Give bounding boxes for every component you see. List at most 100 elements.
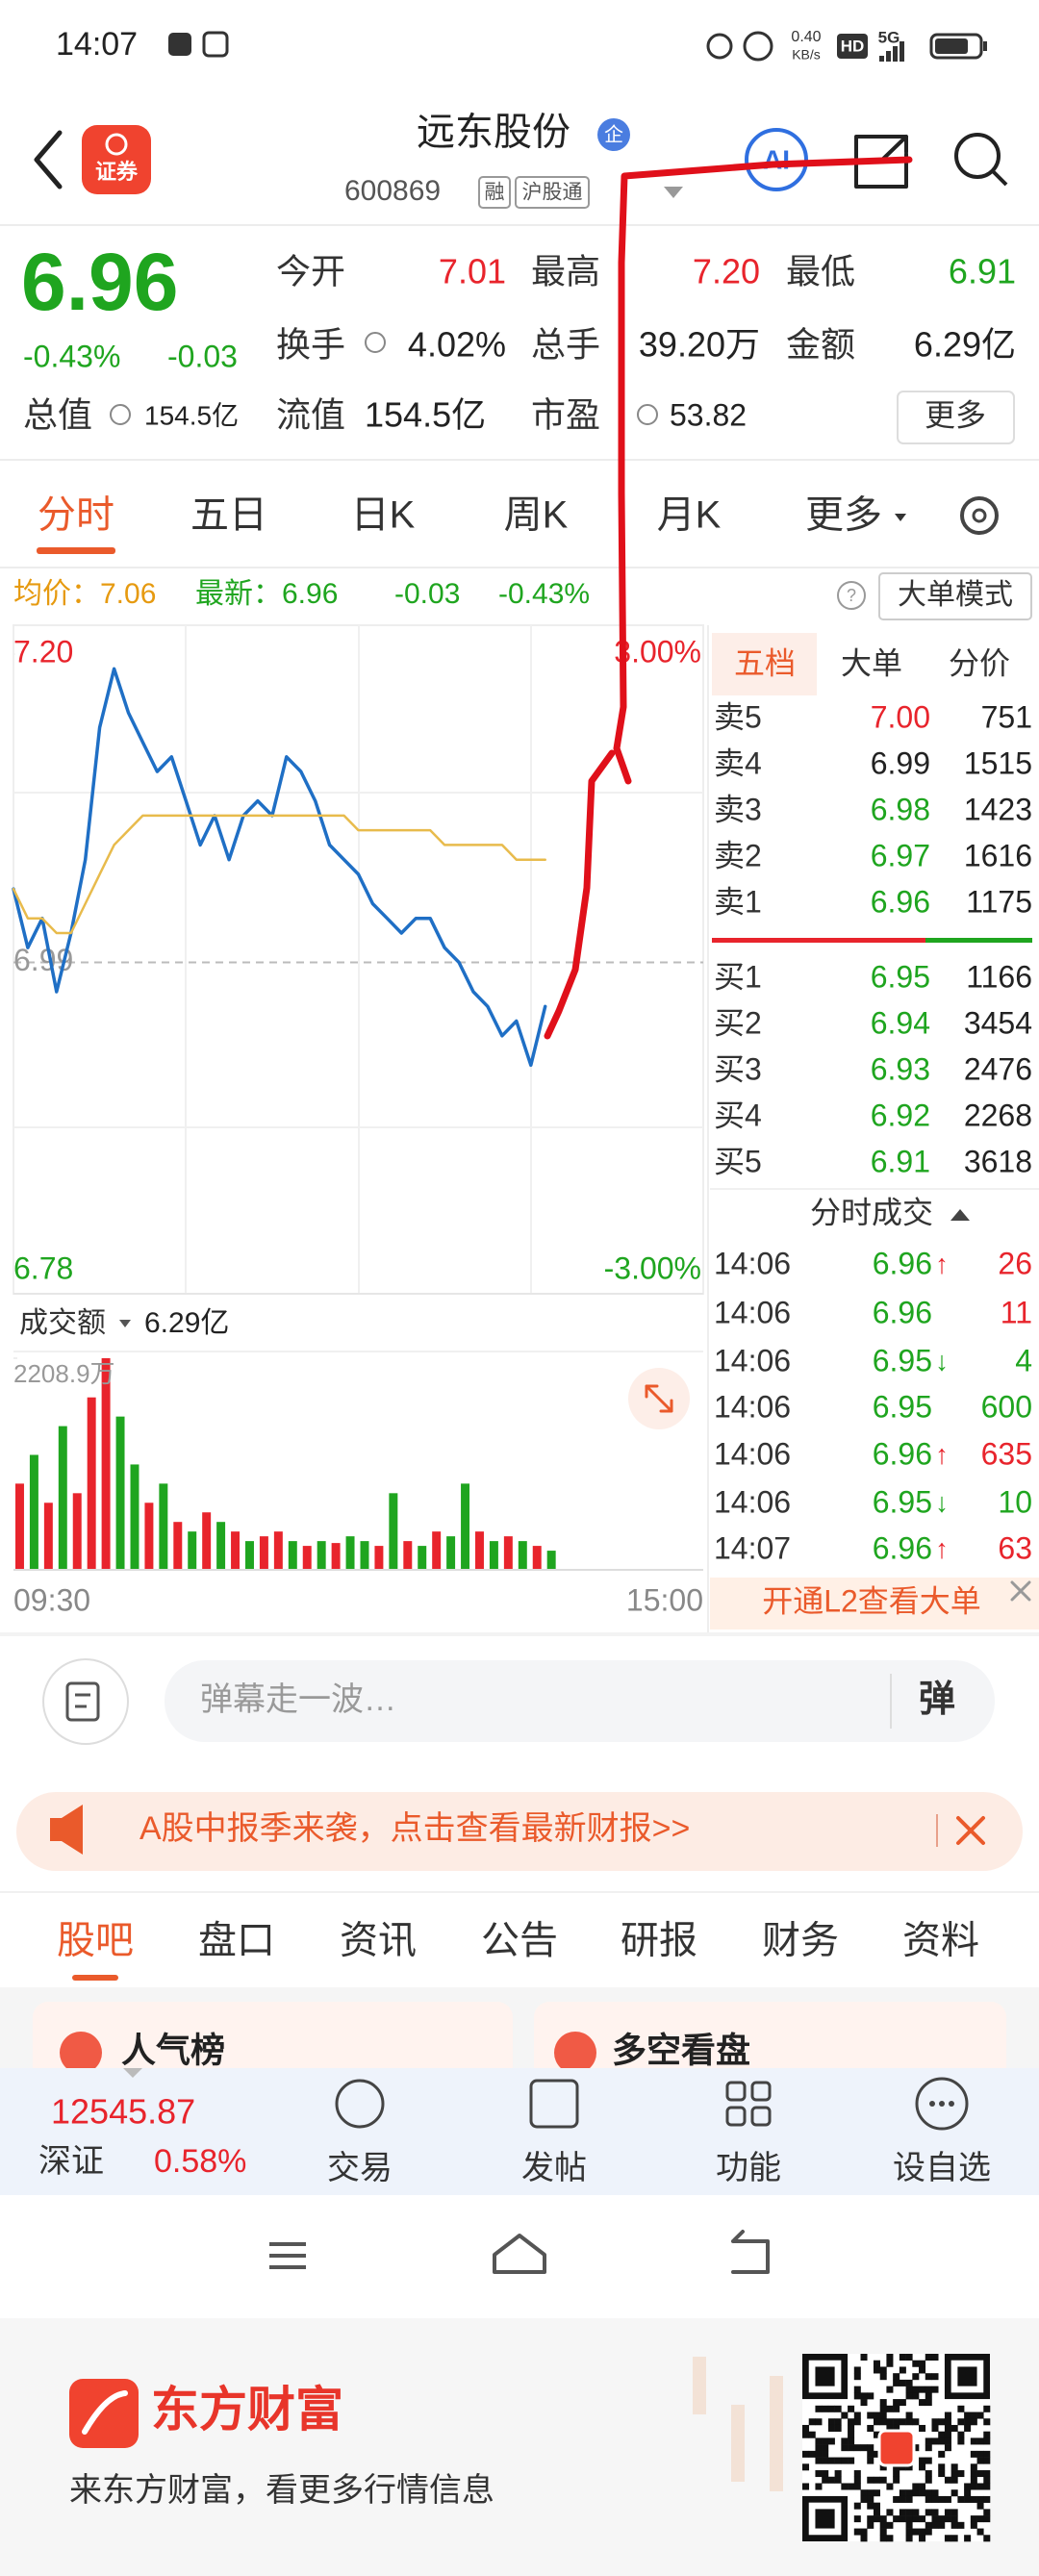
book-price: 6.95 [871, 959, 930, 994]
y2-tick-label: -3.00% [604, 1250, 701, 1285]
signal-bar [879, 56, 884, 62]
section-tab[interactable]: 资料 [902, 1920, 979, 1962]
search-handle [991, 169, 1008, 187]
tab[interactable]: 周K [504, 494, 569, 537]
logo-text: 证券 [95, 160, 139, 184]
nav-item[interactable]: 交易 [327, 2150, 393, 2186]
qr-module [944, 2515, 951, 2523]
trade-direction: ↓ [935, 1346, 949, 1376]
qr-module [905, 2379, 913, 2387]
book-price: 6.98 [871, 792, 930, 826]
section-tab[interactable]: 财务 [762, 1920, 839, 1962]
settings-button[interactable] [960, 496, 999, 535]
stat-value: 39.20万 [639, 325, 760, 365]
nav-item[interactable]: 发帖 [521, 2150, 587, 2186]
orderbook-tab[interactable]: 五档 [734, 645, 796, 680]
qr-module [899, 2399, 906, 2407]
card [33, 2002, 513, 2088]
section-tab[interactable]: 资讯 [340, 1920, 417, 1962]
volume-bar [489, 1541, 498, 1570]
qr-module [970, 2463, 977, 2471]
info-icon [110, 404, 131, 425]
qr-module [976, 2515, 984, 2523]
y-tick-label: 7.20 [13, 634, 73, 669]
more-button[interactable] [897, 391, 1015, 444]
search-button[interactable] [954, 133, 1001, 179]
book-price: 6.96 [871, 884, 930, 919]
qr-module [944, 2476, 951, 2484]
section-tab[interactable]: 盘口 [198, 1920, 275, 1962]
qr-module [879, 2528, 887, 2536]
nav-item[interactable]: 设自选 [893, 2150, 991, 2186]
qr-module [925, 2489, 932, 2497]
banner-close[interactable] [956, 1816, 985, 1845]
qr-module [925, 2470, 932, 2478]
volume-bar [130, 1464, 139, 1570]
qr-module [886, 2424, 894, 2432]
qr-module [950, 2424, 958, 2432]
book-volume: 3454 [964, 1005, 1032, 1040]
qr-module [931, 2354, 939, 2361]
trade-price: 6.96 [873, 1295, 932, 1329]
note-button[interactable] [42, 1658, 129, 1745]
tab[interactable]: 更多 [805, 494, 882, 537]
tab[interactable]: 月K [657, 494, 722, 537]
qr-module [983, 2495, 991, 2503]
section-tab[interactable]: 研报 [621, 1920, 697, 1962]
qr-module [957, 2405, 965, 2412]
qr-module [879, 2463, 887, 2471]
nav-icon [915, 2077, 969, 2131]
qr-module [827, 2476, 835, 2484]
qr-module [983, 2405, 991, 2412]
stat-value: 154.5亿 [144, 400, 239, 430]
qr-module [860, 2392, 868, 2400]
danmaku-button[interactable]: 弹 [919, 1679, 955, 1720]
tab[interactable]: 日K [351, 494, 416, 537]
stat-label: 市盈 [531, 395, 600, 435]
book-label: 买3 [714, 1051, 762, 1086]
qr-module [893, 2418, 900, 2426]
mode-button[interactable] [878, 572, 1032, 620]
qr-module [905, 2386, 913, 2393]
qr-module [822, 2437, 829, 2445]
qr-module [886, 2418, 894, 2426]
qr-module [950, 2515, 958, 2523]
volume-bar [403, 1541, 413, 1570]
trades-arrow [950, 1209, 970, 1221]
ai-button[interactable] [745, 128, 808, 191]
l2-banner[interactable] [710, 1578, 1039, 1629]
book-label: 买1 [714, 959, 762, 994]
qr-module [853, 2502, 861, 2510]
qr-module [931, 2515, 939, 2523]
book-volume: 2476 [964, 1051, 1032, 1086]
qr-module [886, 2483, 894, 2490]
qr-module [976, 2528, 984, 2536]
back-button[interactable] [34, 130, 63, 189]
ratio-bar-buy [712, 938, 925, 943]
l2-close[interactable] [1010, 1580, 1031, 1602]
qr-module [912, 2418, 920, 2426]
qr-module [944, 2509, 951, 2516]
qr-module [827, 2457, 835, 2464]
section-tab[interactable]: 股吧 [57, 1920, 134, 1962]
stat-label: 总值 [23, 395, 92, 435]
section-tab[interactable]: 公告 [481, 1920, 558, 1962]
qr-module [912, 2392, 920, 2400]
qr-module [815, 2470, 823, 2478]
qr-module [912, 2528, 920, 2536]
tag-box [478, 176, 511, 209]
ratio-bar-sell [925, 938, 1032, 943]
index-value: 12545.87 [51, 2092, 195, 2132]
tag-box [515, 176, 590, 209]
trade-direction: ↑ [935, 1249, 949, 1278]
nav-item[interactable]: 功能 [716, 2150, 781, 2186]
tab[interactable]: 分时 [38, 494, 114, 537]
qr-module [815, 2483, 823, 2490]
tab[interactable]: 五日 [190, 494, 267, 537]
comment-input[interactable] [165, 1660, 995, 1742]
orderbook-tab[interactable]: 分价 [949, 645, 1010, 680]
promo-banner[interactable] [16, 1792, 1023, 1871]
book-label: 卖2 [714, 838, 762, 872]
orderbook-tab[interactable]: 大单 [841, 645, 902, 680]
nav-icon [335, 2079, 385, 2129]
